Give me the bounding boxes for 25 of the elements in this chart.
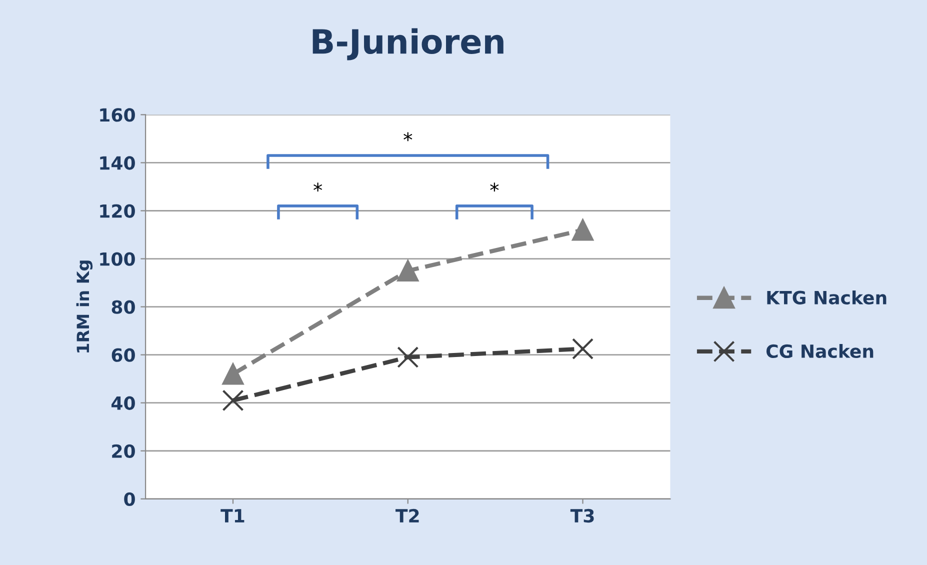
point [222,363,244,385]
y-axis-title: 1RM in Kg [76,260,93,352]
point [222,390,244,412]
point [572,219,594,241]
y-tick-label: 160 [100,108,135,122]
point [397,346,419,368]
y-tick-label: 120 [100,204,135,218]
y-tick-label: 60 [112,348,135,362]
x-tick-label: T1 [220,509,244,522]
x-tick-label: T3 [570,508,594,523]
legend-label: CG Nacken [766,344,874,358]
chart-title: B-Junioren [312,28,504,60]
legend-label: KTG Nacken [767,290,886,304]
y-tick-label: 100 [100,252,135,266]
point [572,338,594,360]
y-tick-label: 20 [112,444,135,458]
y-tick-label: 80 [112,300,135,314]
y-tick-label: 0 [124,492,135,506]
y-tick-label: 40 [112,396,135,410]
point [397,260,419,282]
annotation: * [490,182,499,192]
annotation: * [404,132,412,142]
x-tick-label: T2 [396,508,419,522]
annotation: * [314,182,322,192]
y-tick-label: 140 [100,156,135,170]
